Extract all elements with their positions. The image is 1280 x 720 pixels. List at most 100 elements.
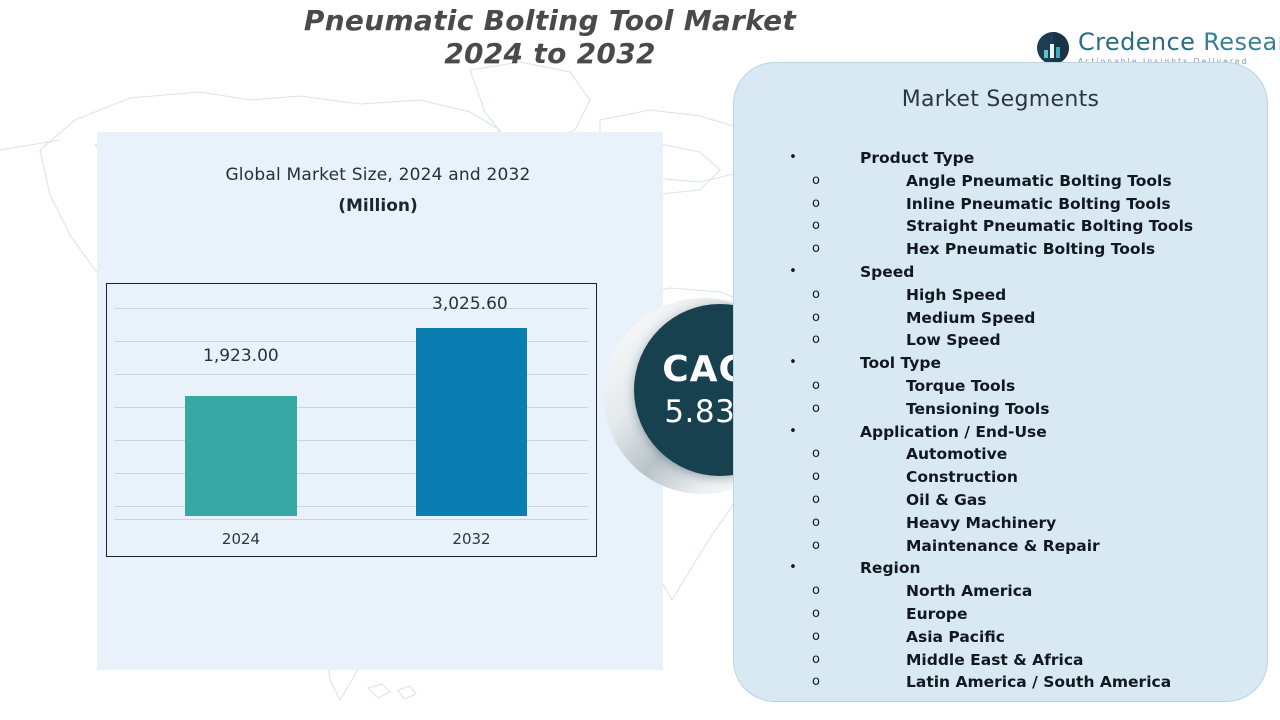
sub-bullet-icon: o (812, 241, 820, 257)
sub-bullet-icon: o (812, 674, 820, 690)
segment-item-label: Heavy Machinery (906, 513, 1057, 532)
segment-list-item: o Straight Pneumatic Bolting Tools (734, 215, 1267, 238)
gridline (115, 473, 588, 474)
segment-list-item: o Maintenance & Repair (734, 535, 1267, 558)
bullet-icon: • (789, 423, 797, 439)
gridline (115, 374, 588, 375)
segment-item-label: Straight Pneumatic Bolting Tools (906, 217, 1194, 236)
segment-list-item: o Latin America / South America (734, 671, 1267, 694)
segment-item-label: Tool Type (860, 354, 941, 373)
bullet-icon: • (789, 263, 797, 279)
segment-item-label: Low Speed (906, 331, 1001, 350)
sub-bullet-icon: o (812, 309, 820, 325)
x-axis-tick-2024: 2024 (221, 530, 261, 548)
bullet-icon: • (789, 355, 797, 371)
segment-item-label: North America (906, 582, 1033, 601)
bar-2032 (416, 328, 527, 516)
sub-bullet-icon: o (812, 195, 820, 211)
sub-bullet-icon: o (812, 332, 820, 348)
sub-bullet-icon: o (812, 172, 820, 188)
market-segments-title: Market Segments (901, 87, 1100, 112)
sub-bullet-icon: o (812, 628, 820, 644)
segment-item-label: Asia Pacific (906, 627, 1005, 646)
segment-item-label: Product Type (860, 149, 975, 167)
segment-list-item: o Inline Pneumatic Bolting Tools (734, 193, 1267, 216)
segment-list-item: • Speed (734, 261, 1267, 284)
segment-item-label: Medium Speed (906, 308, 1036, 327)
brand-name: Credence Research (1078, 30, 1280, 54)
sub-bullet-icon: o (812, 286, 820, 302)
brand-name-primary: Credence (1078, 28, 1196, 56)
segment-list-item: o Torque Tools (734, 375, 1267, 398)
sub-bullet-icon: o (812, 469, 820, 485)
segment-list-item: o North America (734, 580, 1267, 603)
segment-item-label: Automotive (906, 445, 1008, 464)
segment-item-label: Speed (860, 262, 915, 281)
page-title-line-2: 2024 to 2032 (444, 37, 656, 71)
segment-list-item: o Hex Pneumatic Bolting Tools (734, 238, 1267, 261)
segment-item-label: Hex Pneumatic Bolting Tools (906, 240, 1156, 259)
bar-value-label-2032: 3,025.60 (432, 294, 508, 314)
bar-chart: 1,923.00 3,025.60 2024 2032 (106, 283, 597, 557)
chart-plot-area: 1,923.00 3,025.60 2024 2032 (107, 284, 596, 556)
segment-list-item: o Asia Pacific (734, 626, 1267, 649)
bar-chart-circle-icon (1036, 31, 1070, 65)
segment-item-label: Latin America / South America (906, 673, 1172, 692)
segment-list-item: o Angle Pneumatic Bolting Tools (734, 170, 1267, 193)
sub-bullet-icon: o (812, 377, 820, 393)
sub-bullet-icon: o (812, 218, 820, 234)
market-segments-panel: Market Segments • Product Type o Angle Pneu… (733, 62, 1268, 702)
segment-list-item: • Application / End-Use (734, 421, 1267, 444)
segment-item-label: Construction (906, 468, 1018, 487)
gridline (115, 440, 588, 441)
gridline (115, 341, 588, 342)
bullet-icon: • (789, 560, 797, 576)
sub-bullet-icon: o (812, 583, 820, 599)
sub-bullet-icon: o (812, 605, 820, 621)
market-segments-list: • Product Type o Angle Pneumatic Bolting To… (734, 147, 1267, 694)
sub-bullet-icon: o (812, 446, 820, 462)
segment-item-label: Maintenance & Repair (906, 536, 1100, 555)
segment-list-item: o Construction (734, 466, 1267, 489)
gridline (115, 506, 588, 507)
sub-bullet-icon: o (812, 491, 820, 507)
segment-list-item: o Heavy Machinery (734, 512, 1267, 535)
brand-logo-text: Credence Research Actionable Insights De… (1078, 30, 1280, 66)
segment-item-label: Europe (906, 604, 968, 623)
segment-list-item: o Low Speed (734, 329, 1267, 352)
sub-bullet-icon: o (812, 537, 820, 553)
segment-item-label: Tensioning Tools (906, 399, 1050, 418)
segment-list-item: • Region (734, 557, 1267, 580)
segment-list-item: • Tool Type (734, 352, 1267, 375)
segment-list-item: o Europe (734, 603, 1267, 626)
sub-bullet-icon: o (812, 514, 820, 530)
sub-bullet-icon: o (812, 400, 820, 416)
segment-item-label: Oil & Gas (906, 490, 987, 509)
gridline (115, 519, 588, 520)
segment-item-label: Inline Pneumatic Bolting Tools (906, 194, 1171, 213)
sub-bullet-icon: o (812, 651, 820, 667)
segment-list-item: • Product Type (734, 147, 1267, 170)
segment-list-item: o Medium Speed (734, 307, 1267, 330)
page-title-line-1: Pneumatic Bolting Tool Market (303, 4, 797, 37)
gridline (115, 407, 588, 408)
segment-item-label: High Speed (906, 285, 1007, 304)
bullet-icon: • (789, 150, 797, 165)
chart-subtitle-unit: (Million) (338, 196, 418, 216)
brand-logo[interactable]: Credence Research Actionable Insights De… (1036, 26, 1280, 70)
segment-list-item: o Oil & Gas (734, 489, 1267, 512)
bar-2024 (185, 396, 297, 516)
segment-list-item: o Automotive (734, 443, 1267, 466)
brand-tagline: Actionable Insights Delivered (1078, 57, 1280, 66)
segment-item-label: Region (860, 559, 921, 578)
x-axis-tick-2032: 2032 (452, 530, 491, 548)
page-title: Pneumatic Bolting Tool Market 2024 to 20… (300, 4, 800, 70)
chart-title: Global Market Size, 2024 and 2032 (225, 165, 531, 185)
segment-item-label: Angle Pneumatic Bolting Tools (906, 171, 1172, 190)
bar-value-label-2024: 1,923.00 (203, 346, 279, 366)
segment-item-label: Torque Tools (906, 376, 1016, 395)
segment-item-label: Application / End-Use (860, 422, 1047, 441)
segment-list-item: o Tensioning Tools (734, 398, 1267, 421)
segment-list-item: o Middle East & Africa (734, 649, 1267, 672)
